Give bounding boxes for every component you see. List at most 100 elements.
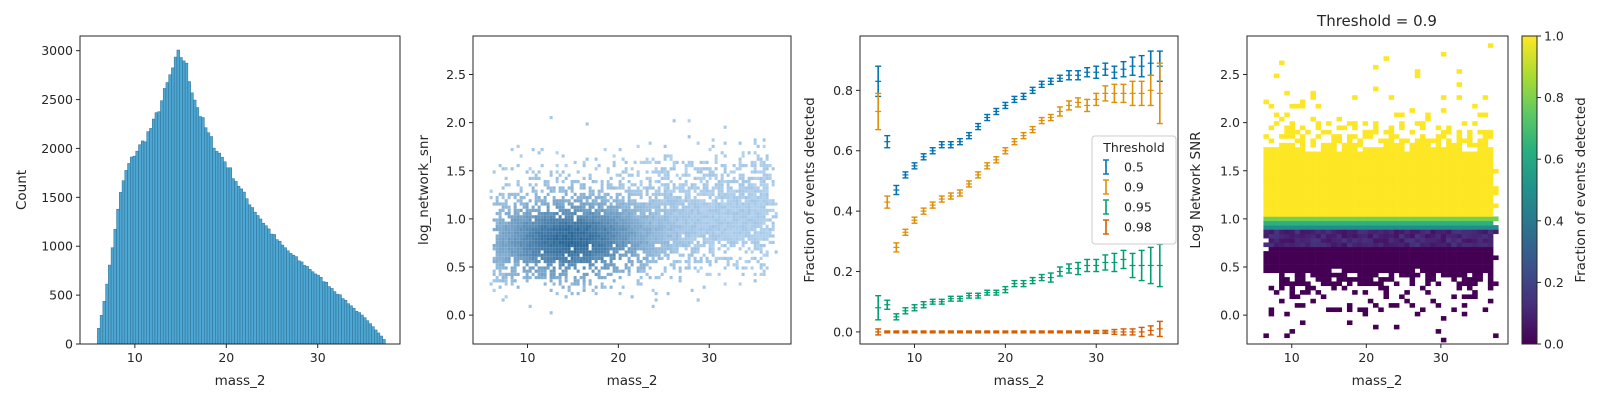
density-cell	[678, 221, 682, 225]
density-cell	[492, 247, 496, 251]
density-cell	[627, 260, 631, 264]
density-cell	[765, 186, 769, 190]
detection-cell	[1425, 181, 1431, 187]
density-cell	[657, 170, 661, 174]
detection-cell	[1331, 173, 1337, 178]
density-cell	[654, 160, 658, 164]
detection-cell	[1373, 155, 1379, 161]
density-cell	[588, 266, 592, 270]
density-cell	[585, 231, 589, 235]
detection-cell	[1320, 181, 1327, 187]
detection-cell	[1404, 194, 1410, 200]
density-cell	[495, 256, 499, 260]
density-cell	[567, 224, 571, 228]
density-cell	[660, 202, 664, 206]
density-cell	[762, 160, 766, 164]
density-cell	[666, 253, 670, 257]
detection-cell	[1299, 238, 1306, 243]
detection-cell	[1414, 160, 1421, 165]
detection-cell	[1399, 155, 1405, 161]
density-cell	[648, 218, 652, 222]
density-cell	[672, 119, 676, 123]
histogram-xlabel: mass_2	[215, 373, 266, 389]
density-cell	[714, 231, 718, 235]
density-cell	[687, 263, 691, 267]
density-cell	[522, 205, 526, 209]
density-cell	[606, 224, 610, 228]
detection-cell	[1299, 160, 1306, 165]
density-cell	[561, 196, 565, 200]
detection-cell	[1435, 151, 1442, 157]
detection-cell	[1284, 207, 1290, 213]
density-cell	[663, 240, 667, 244]
density-cell	[576, 269, 580, 273]
density-cell	[540, 266, 544, 270]
density-cell	[723, 167, 727, 171]
detection-cell	[1383, 216, 1389, 222]
density-cell	[738, 205, 742, 209]
density-cell	[588, 237, 592, 241]
density-cell	[750, 192, 754, 196]
detection-cell	[1399, 160, 1405, 165]
detection-cell	[1284, 311, 1290, 317]
detection-cell	[1299, 138, 1306, 144]
detection-cell	[1461, 207, 1468, 213]
detection-cell	[1268, 160, 1275, 165]
density-cell	[522, 247, 526, 251]
detection-cell	[1341, 220, 1348, 226]
density-cell	[726, 205, 730, 209]
detection-cell	[1362, 164, 1369, 170]
density-cell	[669, 212, 673, 216]
density-cell	[696, 244, 700, 248]
detection-cell	[1487, 238, 1494, 243]
detection-cell	[1284, 212, 1290, 217]
density-cell	[732, 164, 736, 168]
detection-cell	[1326, 246, 1332, 252]
density-cell	[705, 183, 709, 187]
detection-cell	[1289, 255, 1296, 261]
density-cell	[519, 250, 523, 254]
detection-cell	[1414, 216, 1421, 222]
detection-cell	[1451, 186, 1457, 191]
density-xlabel: mass_2	[607, 373, 658, 389]
detection-cell	[1320, 233, 1327, 239]
density-cell	[690, 212, 694, 216]
detection-cell	[1388, 251, 1395, 256]
detection-cell	[1367, 203, 1374, 209]
density-cell	[660, 192, 664, 196]
density-cell	[762, 208, 766, 212]
detection-cell	[1289, 268, 1296, 274]
detection-cell	[1393, 168, 1400, 174]
density-cell	[600, 282, 604, 286]
density-cell	[558, 173, 562, 177]
density-cell	[588, 212, 592, 216]
series-0.98	[875, 320, 1163, 338]
density-cell	[603, 247, 607, 251]
legend-label: 0.5	[1124, 160, 1144, 175]
density-cell	[639, 282, 643, 286]
density-cell	[522, 218, 526, 222]
detection-cell	[1320, 207, 1327, 213]
density-cell	[639, 228, 643, 232]
density-cell	[747, 202, 751, 206]
detection-cell	[1352, 168, 1358, 174]
density-cell	[591, 228, 595, 232]
density-cell	[756, 157, 760, 161]
detection-cell	[1399, 242, 1405, 248]
detection-cell	[1399, 203, 1405, 209]
density-cell	[594, 260, 598, 264]
detection-cell	[1284, 259, 1290, 265]
density-cell	[594, 240, 598, 244]
density-cell	[567, 285, 571, 289]
detection-cell	[1310, 177, 1316, 183]
density-cell	[735, 208, 739, 212]
detection-cell	[1357, 225, 1363, 230]
detection-cell	[1472, 203, 1478, 209]
density-cell	[702, 240, 706, 244]
density-cell	[534, 218, 538, 222]
density-cell	[720, 215, 724, 219]
density-cell	[693, 205, 697, 209]
detection-cell	[1487, 134, 1494, 139]
density-cell	[609, 247, 613, 251]
density-cell	[684, 224, 688, 228]
